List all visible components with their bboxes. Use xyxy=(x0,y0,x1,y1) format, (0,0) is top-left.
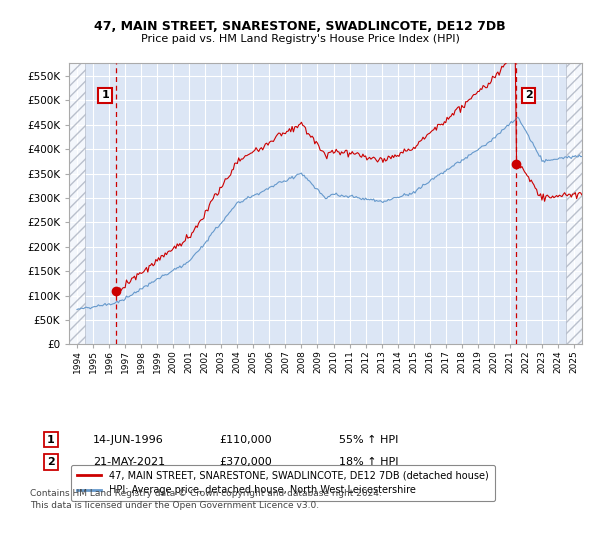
Text: 1: 1 xyxy=(101,90,109,100)
Text: 2: 2 xyxy=(525,90,533,100)
Bar xyxy=(566,63,582,344)
Text: 1: 1 xyxy=(47,435,55,445)
Legend: 47, MAIN STREET, SNARESTONE, SWADLINCOTE, DE12 7DB (detached house), HPI: Averag: 47, MAIN STREET, SNARESTONE, SWADLINCOTE… xyxy=(71,465,495,501)
Text: Price paid vs. HM Land Registry's House Price Index (HPI): Price paid vs. HM Land Registry's House … xyxy=(140,34,460,44)
Text: 21-MAY-2021: 21-MAY-2021 xyxy=(93,457,165,467)
Text: £110,000: £110,000 xyxy=(219,435,272,445)
Bar xyxy=(69,63,85,344)
Text: £370,000: £370,000 xyxy=(219,457,272,467)
Text: 55% ↑ HPI: 55% ↑ HPI xyxy=(339,435,398,445)
Text: 14-JUN-1996: 14-JUN-1996 xyxy=(93,435,164,445)
Text: This data is licensed under the Open Government Licence v3.0.: This data is licensed under the Open Gov… xyxy=(30,501,319,510)
Text: 2: 2 xyxy=(47,457,55,467)
Text: 47, MAIN STREET, SNARESTONE, SWADLINCOTE, DE12 7DB: 47, MAIN STREET, SNARESTONE, SWADLINCOTE… xyxy=(94,20,506,32)
Text: 18% ↑ HPI: 18% ↑ HPI xyxy=(339,457,398,467)
Text: Contains HM Land Registry data © Crown copyright and database right 2024.: Contains HM Land Registry data © Crown c… xyxy=(30,489,382,498)
